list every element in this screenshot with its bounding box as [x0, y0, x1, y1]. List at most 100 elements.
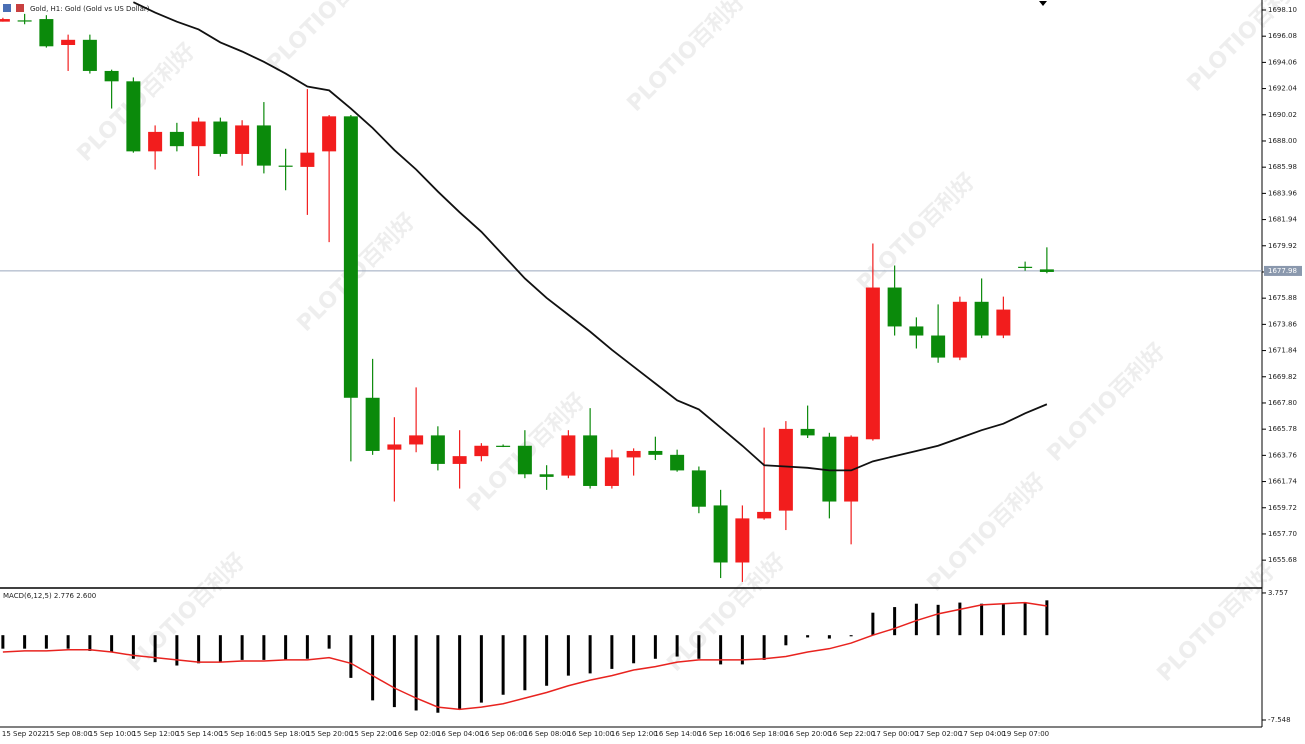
candle-body [909, 326, 924, 336]
candle-body [82, 39, 97, 71]
histogram-bar [566, 635, 570, 676]
histogram-bar [1, 635, 5, 649]
histogram-bar [675, 635, 679, 657]
x-tick-label: 15 Sep 16:00 [219, 730, 266, 738]
x-tick-label: 16 Sep 12:00 [611, 730, 658, 738]
x-tick-label: 15 Sep 14:00 [176, 730, 223, 738]
candle-body [343, 116, 358, 398]
x-tick-label: 17 Sep 02:00 [915, 730, 962, 738]
candle-body [191, 121, 206, 147]
x-tick-label: 16 Sep 14:00 [654, 730, 701, 738]
candle-body [996, 309, 1011, 336]
y-tick-label: 1659.72 [1268, 504, 1297, 512]
y-tick-label: 1694.06 [1268, 58, 1297, 66]
x-tick-label: 15 Sep 22:00 [350, 730, 397, 738]
histogram-bar [784, 635, 788, 646]
histogram-bar [66, 635, 70, 649]
histogram-bar [762, 635, 766, 660]
candle-body [583, 435, 598, 486]
candle-body [213, 121, 228, 154]
histogram-bar [1045, 600, 1049, 636]
histogram-bar [827, 635, 831, 639]
y-tick-label: 1688.00 [1268, 137, 1297, 145]
candle-body [517, 445, 532, 475]
candle-body [800, 428, 815, 436]
histogram-bar [914, 603, 918, 636]
candle-body [430, 435, 445, 464]
histogram-bar [371, 635, 375, 701]
histogram-bar [1001, 603, 1005, 636]
x-tick-label: 16 Sep 22:00 [828, 730, 875, 738]
icon [16, 4, 24, 12]
candle-body [1018, 266, 1033, 268]
candle-body [952, 301, 967, 358]
y-tick-label: 1696.08 [1268, 32, 1297, 40]
candle-body [126, 81, 141, 152]
y-tick-label: 3.757 [1268, 589, 1288, 597]
chart-title: Gold, H1: Gold (Gold vs US Dollar) [30, 5, 150, 13]
candle-body [1039, 269, 1054, 272]
y-tick-label: 1685.98 [1268, 163, 1297, 171]
histogram-bar [893, 607, 897, 636]
histogram-bar [479, 635, 483, 703]
candle-body [648, 450, 663, 455]
histogram-bar [392, 635, 396, 708]
histogram-bar [653, 635, 657, 659]
histogram-bar [23, 635, 27, 649]
y-tick-label: 1667.80 [1268, 399, 1297, 407]
x-tick-label: 15 Sep 12:00 [132, 730, 179, 738]
histogram-bar [588, 635, 592, 674]
x-tick-label: 16 Sep 02:00 [393, 730, 440, 738]
candle-body [865, 287, 880, 440]
x-tick-label: 16 Sep 20:00 [785, 730, 832, 738]
current-price-label: 1677.98 [1268, 267, 1297, 275]
shift-marker [1039, 1, 1047, 6]
x-tick-label: 16 Sep 06:00 [480, 730, 527, 738]
x-tick-label: 15 Sep 20:00 [306, 730, 353, 738]
moving-average [132, 1, 1048, 472]
histogram-bar [719, 635, 723, 665]
x-tick-label: 19 Sep 07:00 [1002, 730, 1049, 738]
candle-body [322, 116, 337, 152]
y-tick-label: 1679.92 [1268, 242, 1297, 250]
candle-body [974, 301, 989, 336]
candle-body [474, 445, 489, 457]
x-tick-label: 17 Sep 04:00 [959, 730, 1006, 738]
candle-body [626, 450, 641, 458]
histogram-bar [284, 635, 288, 660]
current-price-box [1264, 265, 1302, 276]
candle-body [104, 70, 119, 82]
histogram-bar [545, 635, 549, 686]
candle-body [17, 20, 32, 22]
histogram-bar [153, 635, 157, 663]
x-tick-label: 15 Sep 2022 [2, 730, 46, 738]
histogram-bar [697, 635, 701, 659]
candle-body [887, 287, 902, 327]
histogram-bar [110, 635, 114, 653]
candle-body [539, 474, 554, 477]
histogram-bar [980, 603, 984, 636]
x-tick-label: 16 Sep 04:00 [437, 730, 484, 738]
histogram-bar [436, 635, 440, 713]
x-tick-label: 16 Sep 18:00 [741, 730, 788, 738]
candle-body [735, 518, 750, 563]
histogram-bar [740, 635, 744, 665]
y-tick-label: 1669.82 [1268, 373, 1297, 381]
y-tick-label: 1663.76 [1268, 451, 1297, 459]
candle-body [39, 19, 54, 47]
candle-body [713, 505, 728, 563]
x-tick-label: 15 Sep 08:00 [45, 730, 92, 738]
histogram-bar [175, 635, 179, 666]
icon [3, 4, 11, 12]
histogram-bar [131, 635, 135, 659]
candle-body [931, 335, 946, 358]
histogram-bar [240, 635, 244, 660]
candle-body [0, 19, 10, 22]
histogram-bar [262, 635, 266, 660]
candle-body [604, 457, 619, 486]
y-tick-label: 1698.10 [1268, 6, 1297, 14]
histogram-bar [958, 602, 962, 636]
histogram-bar [1023, 602, 1027, 636]
